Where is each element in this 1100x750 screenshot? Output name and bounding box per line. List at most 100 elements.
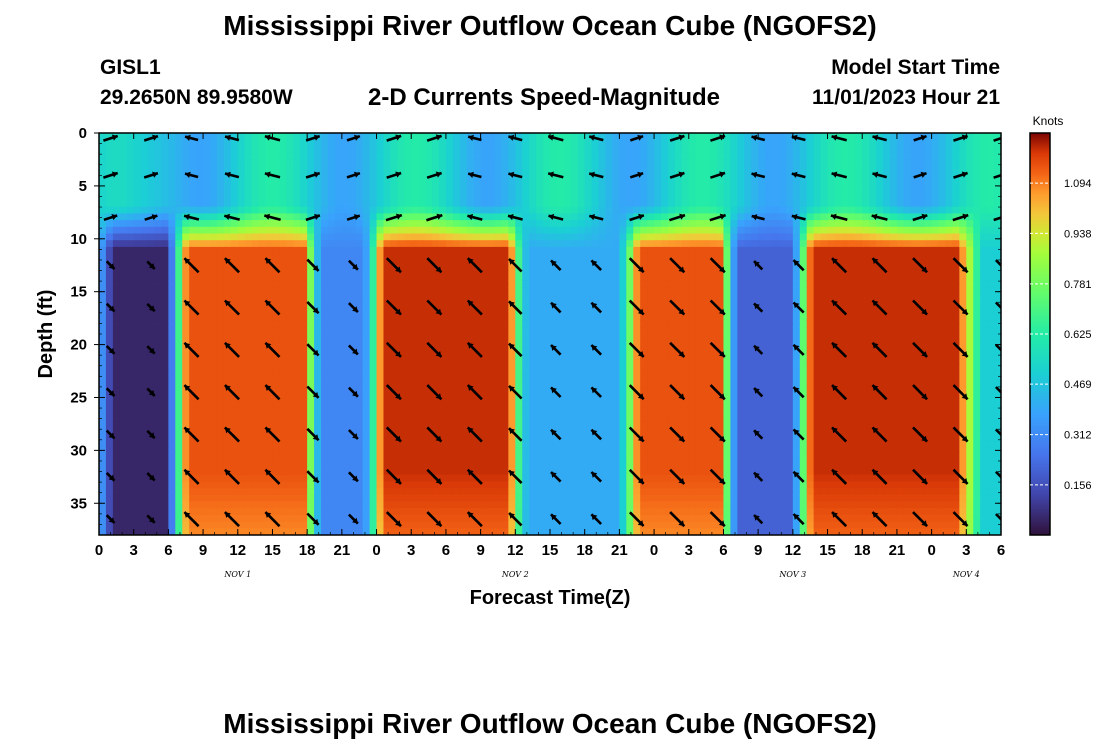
heatmap-cell — [626, 421, 634, 429]
heatmap-cell — [362, 313, 371, 322]
heatmap-cell — [119, 300, 128, 308]
heatmap-cell — [105, 501, 114, 509]
heatmap-cell — [543, 501, 551, 509]
heatmap-cell — [168, 200, 176, 208]
heatmap-cell — [556, 340, 565, 348]
heatmap-cell — [452, 340, 461, 348]
heatmap-cell — [244, 387, 253, 395]
heatmap-cell — [203, 146, 211, 154]
heatmap-cell — [591, 273, 600, 281]
heatmap-cell — [466, 394, 475, 402]
heatmap-cell — [307, 461, 315, 469]
heatmap-cell — [487, 246, 496, 255]
heatmap-cell — [210, 153, 218, 161]
heatmap-cell — [348, 253, 357, 261]
heatmap-cell — [563, 340, 572, 348]
heatmap-cell — [473, 468, 482, 476]
heatmap-cell — [355, 387, 364, 395]
heatmap-cell — [508, 313, 516, 322]
heatmap-cell — [556, 253, 565, 261]
heatmap-cell — [376, 200, 385, 208]
heatmap-cell — [161, 494, 169, 503]
heatmap-cell — [522, 380, 530, 389]
heatmap-cell — [133, 407, 142, 415]
heatmap-cell — [522, 253, 530, 261]
heatmap-cell — [182, 206, 190, 214]
heatmap-cell — [154, 474, 163, 482]
heatmap-cell — [286, 320, 294, 328]
heatmap-cell — [425, 146, 433, 154]
heatmap-cell — [550, 528, 558, 535]
heatmap-cell — [105, 434, 114, 442]
heatmap-cell — [591, 159, 600, 168]
heatmap-cell — [536, 367, 544, 375]
heatmap-cell — [376, 166, 385, 174]
heatmap-cell — [286, 494, 294, 503]
heatmap-cell — [147, 206, 156, 214]
heatmap-cell — [577, 474, 586, 482]
heatmap-cell — [647, 434, 655, 442]
heatmap-cell — [438, 401, 447, 409]
heatmap-cell — [244, 374, 253, 382]
heatmap-cell — [494, 287, 503, 295]
heatmap-cell — [154, 146, 163, 154]
heatmap-cell — [605, 434, 614, 442]
heatmap-cell — [494, 494, 503, 503]
heatmap-cell — [584, 447, 593, 456]
heatmap-cell — [661, 300, 669, 308]
heatmap-cell — [570, 334, 579, 342]
heatmap-cell — [369, 441, 378, 449]
heatmap-cell — [105, 153, 114, 161]
heatmap-cell — [216, 253, 225, 261]
heatmap-cell — [411, 166, 419, 174]
heatmap-cell — [189, 468, 197, 476]
heatmap-cell — [355, 166, 364, 174]
heatmap-cell — [321, 320, 329, 328]
heatmap-cell — [216, 340, 225, 348]
heatmap-cell — [459, 494, 468, 503]
heatmap-cell — [626, 166, 634, 174]
heatmap-cell — [466, 260, 475, 268]
heatmap-cell — [362, 213, 371, 221]
heatmap-cell — [640, 474, 648, 482]
heatmap-cell — [418, 246, 426, 255]
heatmap-cell — [459, 521, 468, 529]
heatmap-cell — [216, 320, 225, 328]
heatmap-cell — [661, 313, 669, 322]
heatmap-cell — [133, 454, 142, 462]
heatmap-cell — [550, 501, 558, 509]
heatmap-cell — [272, 508, 280, 516]
heatmap-cell — [459, 293, 468, 302]
heatmap-cell — [570, 340, 579, 348]
heatmap-cell — [515, 139, 523, 147]
heatmap-cell — [640, 334, 648, 342]
heatmap-cell — [661, 213, 669, 221]
heatmap-cell — [230, 454, 239, 462]
heatmap-cell — [175, 488, 183, 496]
heatmap-cell — [404, 213, 412, 221]
heatmap-cell — [661, 253, 669, 261]
heatmap-cell — [619, 226, 627, 235]
heatmap-cell — [293, 360, 301, 369]
heatmap-cell — [237, 347, 246, 355]
heatmap-cell — [397, 313, 405, 322]
heatmap-cell — [99, 159, 107, 168]
heatmap-cell — [452, 226, 461, 235]
heatmap-cell — [119, 313, 128, 322]
heatmap-cell — [175, 320, 183, 328]
heatmap-cell — [438, 354, 447, 362]
heatmap-cell — [383, 488, 392, 496]
heatmap-cell — [591, 494, 600, 503]
heatmap-cell — [466, 380, 475, 389]
heatmap-cell — [654, 494, 662, 503]
heatmap-cell — [633, 340, 641, 348]
heatmap-cell — [99, 300, 107, 308]
heatmap-cell — [376, 153, 385, 161]
heatmap-cell — [501, 528, 509, 535]
heatmap-cell — [633, 521, 641, 529]
heatmap-cell — [397, 300, 405, 308]
heatmap-cell — [397, 481, 405, 489]
heatmap-cell — [168, 240, 176, 248]
heatmap-cell — [99, 193, 107, 201]
heatmap-cell — [376, 468, 385, 476]
